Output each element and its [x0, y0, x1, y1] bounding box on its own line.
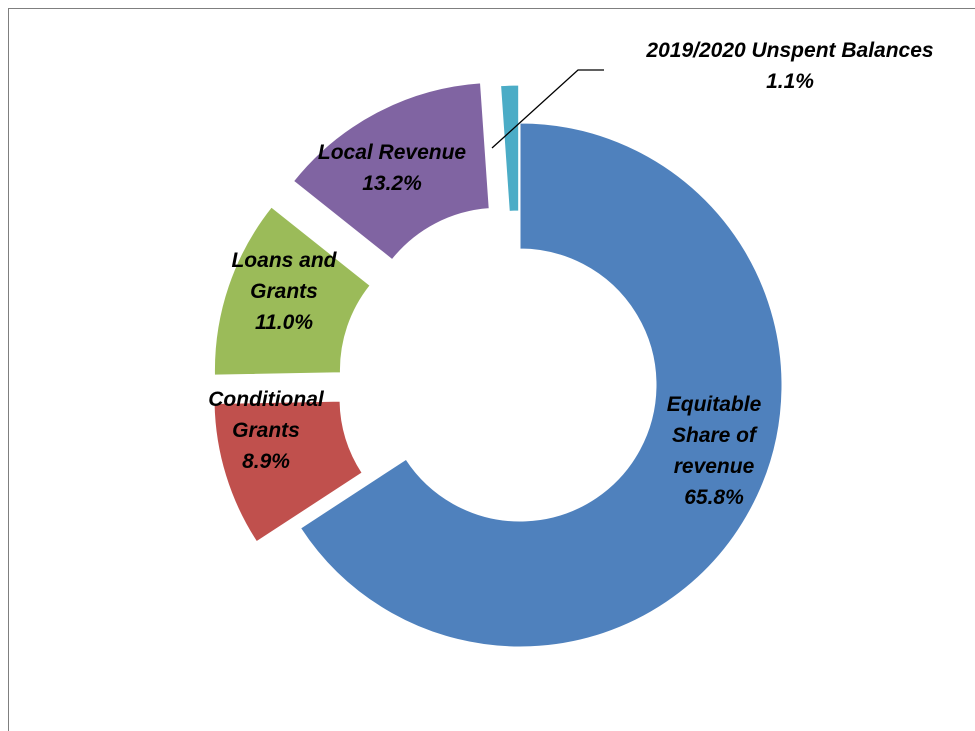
slice-conditional-grants	[213, 400, 363, 543]
data-label-line: 13.2%	[362, 172, 422, 195]
slice-loans-and-grants	[213, 206, 371, 376]
data-label-equitable-share: Equitable Share of revenue 65.8%	[667, 393, 762, 509]
leader-lines-group	[491, 69, 604, 149]
data-label-line: Grants	[232, 419, 300, 442]
slice-local-revenue	[292, 82, 490, 261]
data-label-line: Grants	[250, 280, 318, 303]
data-label-line: revenue	[674, 455, 755, 478]
data-label-loans-and-grants: Loans and Grants 11.0%	[231, 249, 337, 334]
data-label-line: Local Revenue	[318, 141, 467, 164]
data-label-conditional-grants: Conditional Grants 8.9%	[208, 388, 325, 473]
data-labels-group: Equitable Share of revenue 65.8% Conditional…	[208, 39, 933, 509]
data-label-local-revenue: Local Revenue 13.2%	[318, 141, 467, 195]
data-label-line: Conditional	[208, 388, 325, 411]
data-label-line: 8.9%	[242, 450, 290, 473]
data-label-line: Share of	[672, 424, 758, 447]
data-label-line: Loans and	[231, 249, 337, 272]
leader-line-unspent-balances	[491, 69, 604, 149]
data-label-line: 65.8%	[684, 486, 744, 509]
data-label-line: Equitable	[667, 393, 762, 416]
data-label-unspent-balances: 2019/2020 Unspent Balances 1.1%	[645, 39, 933, 93]
data-label-line: 2019/2020 Unspent Balances	[645, 39, 933, 62]
data-label-line: 11.0%	[255, 311, 313, 334]
data-label-line: 1.1%	[766, 70, 814, 93]
slice-equitable-share	[299, 122, 783, 648]
slice-unspent-balances	[500, 84, 520, 212]
chart-frame	[8, 8, 975, 731]
slices-group	[213, 82, 783, 648]
